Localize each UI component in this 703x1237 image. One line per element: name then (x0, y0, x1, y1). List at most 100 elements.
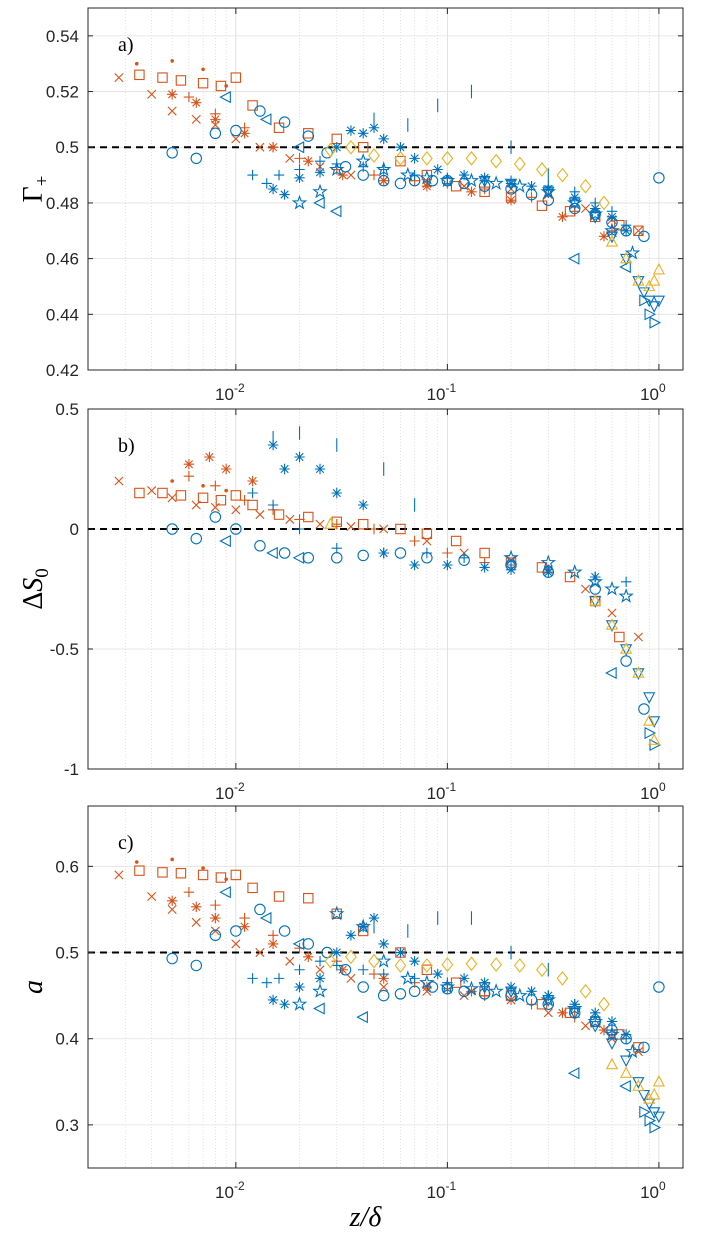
data-point-blue-plus (505, 983, 517, 994)
series-red-asterisk (183, 451, 258, 487)
data-point-red-cross (315, 965, 325, 975)
x-tick-label: 10-2 (215, 1179, 245, 1202)
data-point-blue-plus (620, 576, 632, 587)
data-point-red-cross (147, 486, 157, 496)
data-point-blue-asterisk (458, 973, 470, 984)
data-point-red-asterisk (220, 463, 232, 475)
data-point-blue-plus (378, 547, 389, 559)
data-point-blue-asterisk (345, 930, 357, 941)
data-point-blue-triangle-down (652, 1111, 666, 1124)
panel-1: 0.42 0.44 0.46 0.48 0.5 0.52 0.54 10-2 10-1 100 a)… (18, 7, 684, 404)
x-tick-label: 10-1 (427, 381, 457, 404)
data-point-blue-asterisk (294, 451, 305, 463)
data-point-red-cross (379, 982, 389, 992)
data-point-red-dot (224, 84, 228, 88)
data-point-yellow-diamond (368, 953, 380, 969)
data-point-red-plus (526, 192, 537, 203)
data-point-blue-triangle-down (504, 986, 518, 999)
data-point-yellow-triangle-up (620, 1066, 633, 1078)
data-point-blue-triangle-right (639, 294, 651, 307)
data-point-blue-star (624, 244, 641, 260)
data-point-blue-plus (273, 169, 285, 181)
data-point-blue-circle (254, 903, 266, 916)
x-tick-label: 100 (640, 1179, 666, 1202)
data-point-blue-asterisk (409, 955, 420, 967)
data-point-blue-circle (254, 105, 266, 117)
data-point-blue-triangle-left (219, 534, 231, 548)
data-point-blue-plus (569, 186, 580, 197)
data-point-blue-circle (166, 147, 178, 159)
data-point-red-asterisk (303, 155, 314, 167)
data-point-yellow-triangle-up (324, 517, 337, 529)
data-point-red-cross (255, 947, 265, 958)
data-point-yellow-diamond (394, 958, 407, 973)
x-tick-label: 10-2 (215, 381, 245, 404)
data-point-red-cross (114, 73, 124, 83)
data-point-blue-circle (190, 959, 203, 972)
data-point-blue-triangle-left (605, 666, 617, 680)
series-blue-triangle-down (478, 982, 666, 1124)
data-point-red-square (247, 100, 258, 111)
data-point-blue-asterisk (395, 947, 406, 958)
data-point-blue-asterisk (620, 225, 632, 236)
series-yellow-triangle-up (605, 235, 666, 292)
data-point-red-square (247, 882, 258, 894)
data-point-red-cross (255, 142, 265, 152)
data-point-red-cross (114, 476, 124, 486)
data-point-red-plus (183, 91, 195, 103)
data-point-blue-circle (254, 540, 266, 552)
panel-2: -1 -0.5 0 0.5 10-2 10-1 100 b) ΔS0 (18, 400, 684, 803)
data-point-red-square (357, 142, 369, 153)
data-point-blue-plus (314, 155, 326, 167)
data-point-red-plus (368, 968, 380, 980)
data-point-red-plus (210, 480, 221, 491)
plot-area (88, 409, 683, 769)
data-point-red-asterisk (191, 97, 202, 108)
axes-box (87, 408, 684, 770)
data-point-blue-triangle-down (620, 253, 633, 266)
data-point-blue-star (312, 983, 328, 998)
data-point-blue-circle (302, 130, 315, 142)
data-point-red-asterisk (505, 194, 517, 206)
y-tick-label: 0.54 (46, 27, 79, 46)
data-point-blue-triangle-left (292, 141, 305, 154)
data-point-blue-circle (230, 523, 242, 535)
data-point-red-dot (201, 484, 205, 488)
panel-label: c) (118, 832, 134, 854)
data-point-blue-triangle-down (478, 175, 491, 188)
series-blue-plus (247, 487, 632, 587)
data-point-yellow-diamond (394, 150, 407, 166)
data-point-red-square (197, 492, 209, 504)
x-tick-label: 10-2 (215, 780, 245, 803)
data-point-blue-circle (230, 925, 242, 937)
data-point-blue-triangle-left (567, 1067, 580, 1080)
data-point-blue-triangle-down (632, 1077, 645, 1089)
data-point-blue-plus (358, 161, 369, 172)
data-point-blue-circle (339, 160, 352, 173)
data-point-red-square (157, 487, 168, 499)
data-point-red-cross (210, 926, 220, 936)
data-point-red-square (230, 72, 242, 83)
data-point-blue-triangle-down (504, 178, 518, 191)
data-point-blue-triangle-down (542, 187, 555, 199)
data-point-red-square (247, 499, 258, 511)
data-point-blue-plus (442, 172, 453, 184)
data-point-blue-triangle-left (219, 90, 231, 104)
data-point-red-cross (379, 524, 389, 534)
data-point-red-asterisk (303, 951, 314, 963)
data-point-yellow-triangle-up (632, 273, 645, 286)
data-point-blue-circle (377, 989, 390, 1002)
series-yellow-diamond (324, 949, 610, 1012)
data-point-blue-star (400, 970, 416, 985)
data-point-blue-circle (357, 981, 369, 993)
data-point-red-square (273, 509, 285, 520)
data-point-blue-asterisk (294, 981, 305, 993)
data-point-yellow-triangle-up (632, 666, 645, 678)
data-point-red-asterisk (210, 912, 221, 924)
data-point-blue-plus (505, 559, 517, 571)
data-point-blue-asterisk (314, 973, 326, 984)
series-yellow-triangle-up (324, 517, 661, 745)
data-point-blue-triangle-left (356, 1011, 368, 1024)
data-point-blue-plus (569, 999, 580, 1010)
data-point-blue-triangle-left (259, 113, 272, 126)
